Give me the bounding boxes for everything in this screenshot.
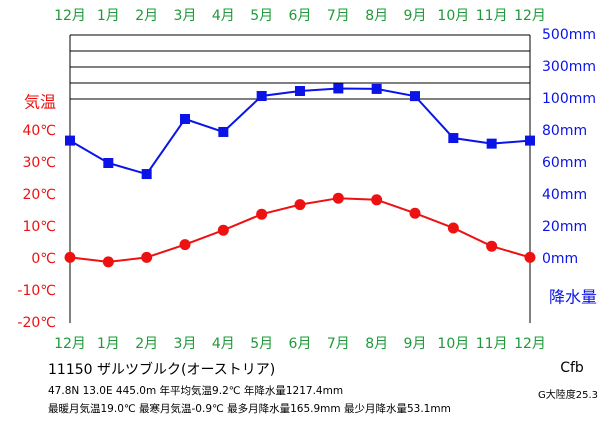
x-tick-label: 8月 xyxy=(365,336,388,352)
marker xyxy=(256,208,268,220)
x-tick-label: 12月 xyxy=(54,336,86,352)
x-tick-label: 3月 xyxy=(174,8,197,24)
marker xyxy=(217,224,229,236)
marker xyxy=(102,256,114,268)
info: 47.8N 13.0E 445.0m 年平均気温9.2℃ 年降水量1217.4m… xyxy=(48,384,343,397)
y2-tick-label: 60mm xyxy=(542,155,587,171)
marker xyxy=(332,192,344,204)
marker xyxy=(447,222,459,234)
x-tick-label: 4月 xyxy=(212,8,235,24)
y-axis-label: 気温 xyxy=(24,93,56,112)
x-tick-label: 9月 xyxy=(404,336,427,352)
marker xyxy=(256,90,267,101)
marker xyxy=(103,158,114,168)
x-tick-label: 5月 xyxy=(250,8,273,24)
station: 11150 ザルツブルク(オーストリア) xyxy=(48,361,275,378)
marker xyxy=(333,83,344,94)
x-tick-label: 6月 xyxy=(289,336,312,352)
y-tick-label: 40℃ xyxy=(22,123,56,139)
continentality: G大陸度25.3 xyxy=(538,388,598,401)
x-tick-label: 2月 xyxy=(135,8,158,24)
marker xyxy=(410,91,420,102)
x-tick-label: 5月 xyxy=(250,336,273,352)
marker xyxy=(524,251,536,263)
y-tick-label: 0℃ xyxy=(31,251,56,267)
marker xyxy=(64,251,76,263)
marker xyxy=(486,138,497,149)
x-tick-label: 2月 xyxy=(135,336,158,352)
marker xyxy=(218,126,229,137)
x-tick-label: 11月 xyxy=(476,8,508,24)
line xyxy=(69,87,531,176)
x-tick-label: 3月 xyxy=(174,336,197,352)
y2-axis-label: 降水量 xyxy=(549,288,597,307)
marker xyxy=(179,239,191,251)
y2-tick-label: 20mm xyxy=(542,219,587,235)
marker xyxy=(525,135,535,146)
y-tick-label: 30℃ xyxy=(22,155,56,171)
marker xyxy=(141,251,153,263)
x-tick-label: 12月 xyxy=(514,8,546,24)
info: 最暖月気温19.0℃ 最寒月気温-0.9℃ 最多月降水量165.9mm 最少月降… xyxy=(48,402,451,415)
y-tick-label: -10℃ xyxy=(17,283,56,299)
y-tick-label: 20℃ xyxy=(22,187,56,203)
y2-tick-label: 80mm xyxy=(542,123,587,139)
x-tick-label: 9月 xyxy=(404,8,427,24)
marker xyxy=(141,169,152,180)
marker xyxy=(409,207,421,219)
x-tick-label: 7月 xyxy=(327,8,350,24)
x-tick-label: 10月 xyxy=(437,8,469,24)
x-tick-label: 10月 xyxy=(437,336,469,352)
marker xyxy=(486,240,498,252)
marker xyxy=(371,83,382,94)
marker xyxy=(65,135,75,146)
y2-tick-label: 40mm xyxy=(542,187,587,203)
x-tick-label: 1月 xyxy=(97,8,120,24)
y2-tick-label: 500mm xyxy=(542,27,596,43)
y-tick-label: -20℃ xyxy=(17,315,56,331)
x-tick-label: 12月 xyxy=(514,336,546,352)
x-tick-label: 12月 xyxy=(54,8,86,24)
x-tick-label: 6月 xyxy=(289,8,312,24)
marker xyxy=(448,133,459,144)
y-tick-label: 10℃ xyxy=(22,219,56,235)
x-tick-label: 7月 xyxy=(327,336,350,352)
marker xyxy=(180,114,190,124)
y2-tick-label: 300mm xyxy=(542,59,596,75)
marker xyxy=(294,199,306,211)
y2-tick-label: 100mm xyxy=(542,91,596,107)
x-tick-label: 8月 xyxy=(365,8,388,24)
x-tick-label: 11月 xyxy=(476,336,508,352)
x-tick-label: 4月 xyxy=(212,336,235,352)
y2-tick-label: 0mm xyxy=(542,251,578,267)
marker xyxy=(295,86,305,96)
x-tick-label: 1月 xyxy=(97,336,120,352)
climate-class: Cfb xyxy=(560,360,584,376)
marker xyxy=(371,194,383,206)
